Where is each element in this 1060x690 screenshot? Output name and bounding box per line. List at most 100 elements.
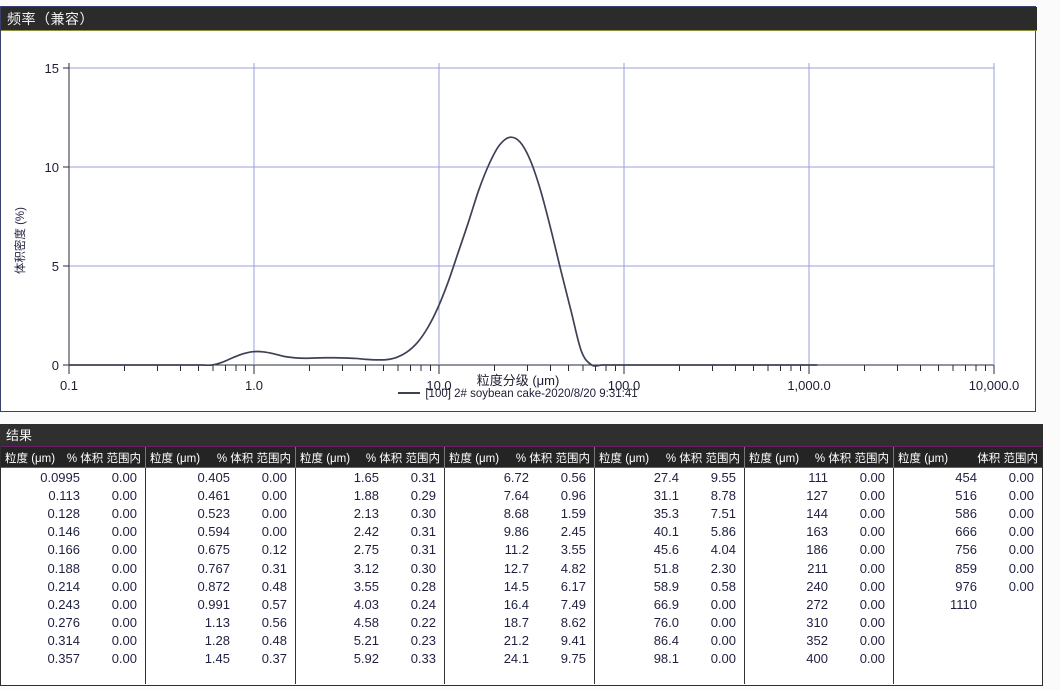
table-row[interactable]: 859 0.00: [894, 559, 1042, 577]
table-row[interactable]: 4.58 0.22: [296, 614, 444, 632]
table-row[interactable]: 9.86 2.45: [445, 523, 594, 541]
table-row[interactable]: 0.405 0.00: [146, 468, 295, 486]
table-row[interactable]: 3.55 0.28: [296, 577, 444, 595]
table-row[interactable]: 2.75 0.31: [296, 541, 444, 559]
table-row[interactable]: 4.03 0.24: [296, 595, 444, 613]
table-row[interactable]: 6.72 0.56: [445, 468, 594, 486]
table-row[interactable]: 0.214 0.00: [1, 577, 145, 595]
results-data-grid: 0.0995 0.00 0.113 0.00 0.128 0.00 0.146 0.00 0.1…: [1, 468, 1042, 684]
table-row[interactable]: 0.243 0.00: [1, 595, 145, 613]
table-row[interactable]: 144 0.00: [745, 504, 893, 522]
results-column-group: 111 0.00 127 0.00 144 0.00 163 0.00 186 0.00 211 0.…: [745, 468, 894, 684]
table-row[interactable]: 454 0.00: [894, 468, 1042, 486]
table-row[interactable]: 1110: [894, 595, 1042, 613]
column-header-percent: 体积 范围内: [977, 452, 1038, 465]
table-row[interactable]: 756 0.00: [894, 541, 1042, 559]
cell-volume-percent: 0.00: [710, 615, 736, 631]
table-row[interactable]: 0.675 0.12: [146, 541, 295, 559]
table-row[interactable]: 14.5 6.17: [445, 577, 594, 595]
table-row[interactable]: 976 0.00: [894, 577, 1042, 595]
table-row[interactable]: 400 0.00: [745, 650, 893, 668]
table-row[interactable]: 31.1 8.78: [595, 486, 744, 504]
cell-volume-percent: 0.00: [261, 469, 287, 485]
table-row[interactable]: 666 0.00: [894, 523, 1042, 541]
table-row[interactable]: 5.92 0.33: [296, 650, 444, 668]
table-row[interactable]: 21.2 9.41: [445, 632, 594, 650]
table-row[interactable]: 0.128 0.00: [1, 504, 145, 522]
table-row[interactable]: 0.314 0.00: [1, 632, 145, 650]
column-header-group: 粒度 (μm) % 体积 范围内: [146, 447, 296, 468]
table-row[interactable]: 12.7 4.82: [445, 559, 594, 577]
table-row[interactable]: 0.113 0.00: [1, 486, 145, 504]
table-row[interactable]: 0.188 0.00: [1, 559, 145, 577]
cell-volume-percent: 2.30: [710, 560, 736, 576]
table-row[interactable]: 7.64 0.96: [445, 486, 594, 504]
table-row[interactable]: 8.68 1.59: [445, 504, 594, 522]
table-row[interactable]: 24.1 9.75: [445, 650, 594, 668]
table-row[interactable]: 40.1 5.86: [595, 523, 744, 541]
cell-volume-percent: 0.31: [410, 469, 436, 485]
table-row[interactable]: 45.6 4.04: [595, 541, 744, 559]
results-column-group: 454 0.00 516 0.00 586 0.00 666 0.00 756 0.00 859 0.…: [894, 468, 1042, 684]
table-row[interactable]: 516 0.00: [894, 486, 1042, 504]
table-row[interactable]: 58.9 0.58: [595, 577, 744, 595]
cell-particle-size: 27.4: [653, 469, 679, 485]
table-row[interactable]: 127 0.00: [745, 486, 893, 504]
cell-volume-percent: 9.75: [560, 651, 586, 667]
column-header-percent: % 体积 范围内: [515, 452, 590, 465]
table-row[interactable]: 51.8 2.30: [595, 559, 744, 577]
cell-particle-size: 9.86: [503, 524, 529, 540]
table-row[interactable]: 1.65 0.31: [296, 468, 444, 486]
cell-particle-size: 45.6: [653, 542, 679, 558]
results-column-group: 1.65 0.31 1.88 0.29 2.13 0.30 2.42 0.31 2.75 0.31…: [296, 468, 445, 684]
table-row[interactable]: 86.4 0.00: [595, 632, 744, 650]
table-row[interactable]: 240 0.00: [745, 577, 893, 595]
table-row[interactable]: 3.12 0.30: [296, 559, 444, 577]
results-column-header-row: 粒度 (μm)% 体积 范围内 粒度 (μm)% 体积 范围内 粒度 (μm)% 体…: [1, 447, 1042, 468]
table-row[interactable]: 0.461 0.00: [146, 486, 295, 504]
table-row[interactable]: 35.3 7.51: [595, 504, 744, 522]
table-row[interactable]: 0.166 0.00: [1, 541, 145, 559]
table-row[interactable]: 2.13 0.30: [296, 504, 444, 522]
table-row[interactable]: 98.1 0.00: [595, 650, 744, 668]
column-header-group: 粒度 (μm) % 体积 范围内: [745, 447, 894, 468]
table-row[interactable]: 1.45 0.37: [146, 650, 295, 668]
cell-particle-size: 3.55: [353, 578, 379, 594]
table-row[interactable]: 0.146 0.00: [1, 523, 145, 541]
table-row[interactable]: 1.88 0.29: [296, 486, 444, 504]
table-row[interactable]: 586 0.00: [894, 504, 1042, 522]
table-row[interactable]: 11.2 3.55: [445, 541, 594, 559]
table-row[interactable]: 27.4 9.55: [595, 468, 744, 486]
table-row[interactable]: 111 0.00: [745, 468, 893, 486]
cell-particle-size: 186: [806, 542, 828, 558]
table-row[interactable]: 0.767 0.31: [146, 559, 295, 577]
column-header-size: 粒度 (μm): [749, 452, 800, 465]
table-row[interactable]: 16.4 7.49: [445, 595, 594, 613]
table-row[interactable]: 2.42 0.31: [296, 523, 444, 541]
table-row[interactable]: 0.357 0.00: [1, 650, 145, 668]
results-title-bar: 结果: [1, 425, 1042, 447]
cell-particle-size: 35.3: [653, 505, 679, 521]
table-row[interactable]: 0.872 0.48: [146, 577, 295, 595]
table-row[interactable]: 211 0.00: [745, 559, 893, 577]
table-row[interactable]: 163 0.00: [745, 523, 893, 541]
table-row[interactable]: 0.523 0.00: [146, 504, 295, 522]
table-row[interactable]: 5.21 0.23: [296, 632, 444, 650]
table-row[interactable]: 310 0.00: [745, 614, 893, 632]
cell-volume-percent: 0.00: [1008, 524, 1034, 540]
table-row[interactable]: 1.28 0.48: [146, 632, 295, 650]
table-row[interactable]: 272 0.00: [745, 595, 893, 613]
table-row[interactable]: 0.276 0.00: [1, 614, 145, 632]
table-row[interactable]: 76.0 0.00: [595, 614, 744, 632]
table-row[interactable]: 352 0.00: [745, 632, 893, 650]
table-row[interactable]: 18.7 8.62: [445, 614, 594, 632]
table-row[interactable]: 0.991 0.57: [146, 595, 295, 613]
table-row[interactable]: 0.0995 0.00: [1, 468, 145, 486]
table-row[interactable]: 66.9 0.00: [595, 595, 744, 613]
cell-volume-percent: 3.55: [560, 542, 586, 558]
table-row[interactable]: 186 0.00: [745, 541, 893, 559]
cell-volume-percent: 7.51: [710, 505, 736, 521]
table-row[interactable]: 0.594 0.00: [146, 523, 295, 541]
table-row[interactable]: 1.13 0.56: [146, 614, 295, 632]
cell-particle-size: 2.13: [353, 505, 379, 521]
